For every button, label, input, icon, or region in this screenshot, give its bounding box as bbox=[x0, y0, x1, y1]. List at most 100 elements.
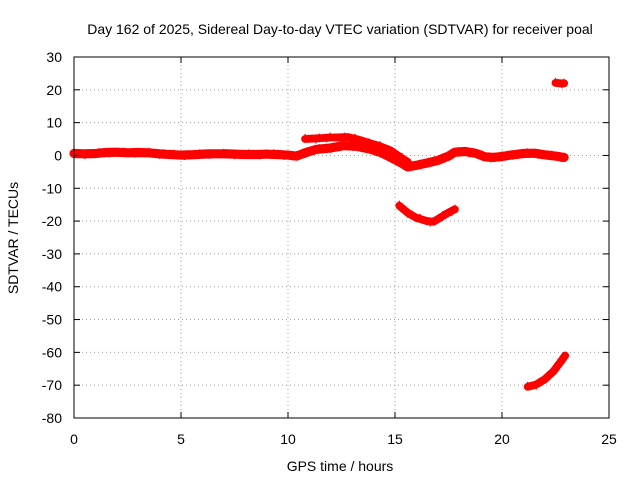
data-point bbox=[152, 150, 160, 158]
data-point bbox=[383, 153, 391, 161]
data-point bbox=[206, 151, 214, 159]
data-point bbox=[273, 150, 281, 158]
data-point bbox=[280, 152, 288, 160]
plot-frame bbox=[73, 56, 610, 419]
y-tick-label: 20 bbox=[46, 82, 62, 98]
data-point bbox=[423, 218, 431, 226]
data-point bbox=[420, 215, 428, 223]
data-point bbox=[177, 152, 185, 160]
data-point bbox=[544, 152, 552, 160]
data-point bbox=[465, 150, 473, 158]
data-point bbox=[266, 151, 274, 159]
x-axis-label: GPS time / hours bbox=[287, 458, 394, 474]
data-point bbox=[231, 152, 238, 160]
data-point bbox=[252, 151, 260, 159]
data-point bbox=[404, 159, 412, 167]
data-point bbox=[532, 382, 540, 390]
series-dip-arc bbox=[395, 200, 459, 227]
data-point bbox=[356, 143, 364, 151]
tick-labels: 0 5 10 15 20 25 30 20 10 0 -10 -20 -30 -40 -50 -60 -70 -8… bbox=[42, 49, 617, 447]
data-point bbox=[346, 142, 354, 150]
data-series bbox=[69, 77, 570, 391]
data-point bbox=[124, 148, 131, 156]
data-point bbox=[277, 151, 285, 159]
data-point bbox=[458, 147, 466, 155]
data-point bbox=[245, 149, 253, 157]
data-point bbox=[560, 152, 568, 160]
data-point bbox=[509, 152, 517, 160]
data-point bbox=[120, 147, 128, 155]
data-point bbox=[416, 213, 424, 221]
y-axis-label: SDTVAR / TECUs bbox=[5, 182, 21, 294]
data-point bbox=[534, 151, 542, 159]
data-point bbox=[541, 376, 549, 384]
y-tick-label: -30 bbox=[42, 246, 62, 262]
data-point bbox=[365, 138, 373, 146]
x-tick-label: 15 bbox=[387, 431, 403, 447]
series-top-spike bbox=[551, 77, 569, 89]
data-point bbox=[188, 151, 196, 159]
x-tick-label: 5 bbox=[177, 431, 185, 447]
series-bottom-arc bbox=[523, 351, 570, 391]
series-upper-segment bbox=[301, 132, 412, 167]
data-point bbox=[451, 204, 459, 212]
data-point bbox=[312, 147, 320, 155]
data-point bbox=[170, 149, 178, 157]
data-point bbox=[326, 132, 334, 140]
data-point bbox=[220, 148, 228, 156]
x-tick-label: 10 bbox=[280, 431, 296, 447]
data-point bbox=[347, 135, 355, 143]
y-tick-label: -50 bbox=[42, 312, 62, 328]
data-point bbox=[241, 151, 249, 159]
data-point bbox=[430, 217, 438, 225]
data-point bbox=[351, 133, 359, 141]
data-point bbox=[523, 148, 531, 156]
data-point bbox=[77, 150, 85, 158]
data-point bbox=[448, 150, 456, 158]
data-point bbox=[113, 148, 121, 156]
data-point bbox=[88, 150, 96, 158]
x-tick-label: 20 bbox=[494, 431, 510, 447]
y-tick-label: -70 bbox=[42, 377, 62, 393]
data-point bbox=[308, 135, 316, 143]
y-tick-label: 10 bbox=[46, 115, 62, 131]
data-point bbox=[340, 132, 348, 140]
data-point bbox=[209, 149, 217, 157]
data-point bbox=[333, 134, 341, 142]
data-point bbox=[372, 149, 380, 157]
y-tick-label: -60 bbox=[42, 344, 62, 360]
data-point bbox=[355, 135, 363, 143]
data-point bbox=[362, 139, 370, 147]
data-point bbox=[191, 152, 199, 160]
y-tick-label: -20 bbox=[42, 213, 62, 229]
data-point bbox=[163, 150, 171, 158]
data-point bbox=[234, 149, 242, 157]
chart-title: Day 162 of 2025, Sidereal Day-to-day VTE… bbox=[87, 21, 593, 37]
data-point bbox=[327, 145, 335, 153]
data-point bbox=[127, 149, 135, 157]
data-point bbox=[427, 159, 435, 167]
data-point bbox=[380, 143, 388, 151]
data-point bbox=[102, 149, 110, 157]
data-point bbox=[548, 150, 556, 158]
data-point bbox=[441, 155, 449, 163]
data-point bbox=[227, 151, 235, 159]
data-point bbox=[301, 150, 309, 158]
data-point bbox=[184, 150, 192, 158]
data-point bbox=[181, 153, 189, 161]
data-point bbox=[412, 215, 420, 223]
data-point bbox=[145, 147, 153, 155]
data-point bbox=[159, 149, 167, 157]
x-tick-label: 0 bbox=[70, 431, 78, 447]
data-point bbox=[312, 136, 320, 144]
data-point bbox=[369, 140, 377, 148]
data-point bbox=[416, 162, 424, 170]
y-tick-label: 0 bbox=[54, 147, 62, 163]
data-point bbox=[156, 151, 164, 159]
data-point bbox=[433, 216, 441, 224]
data-point bbox=[344, 133, 352, 141]
data-point bbox=[223, 149, 231, 157]
y-tick-label: -40 bbox=[42, 279, 62, 295]
grid-lines bbox=[74, 57, 609, 418]
